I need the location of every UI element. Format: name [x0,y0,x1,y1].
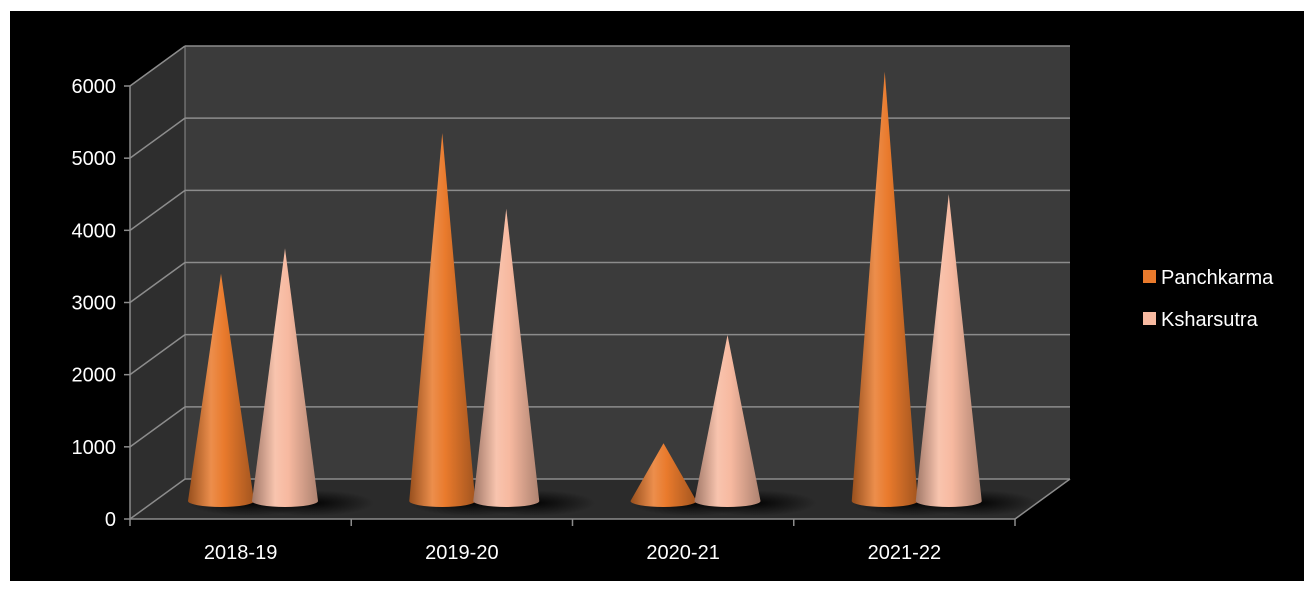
cone-panchkarma-2020-21 [630,443,697,508]
cone-ksharsutra-2019-20 [473,208,540,508]
gridline-side [129,334,186,376]
cone-panchkarma-2019-20 [409,132,476,508]
legend-label: Ksharsutra [1161,309,1259,331]
gridlines [129,45,1070,520]
y-tick-label: 1000 [72,437,117,459]
x-axis: 2018-19 2019-20 2020-21 2021-22 [129,518,1016,564]
y-tick-label: 5000 [72,148,117,170]
cone-ksharsutra-2021-22 [915,194,982,508]
gridline-side [129,189,186,231]
cone-panchkarma-2021-22 [851,71,918,508]
chart-frame: 0 1000 2000 3000 4000 5000 6000 2018-19 2019-20… [10,11,1304,581]
x-tick-label: 2021-22 [868,542,941,564]
legend-swatch [1143,270,1156,283]
legend-swatch [1143,312,1156,325]
gridline-side [129,478,186,520]
cone-chart: 0 1000 2000 3000 4000 5000 6000 2018-19 2019-20… [72,45,1274,564]
y-tick-label: 2000 [72,365,117,387]
x-tick-label: 2019-20 [425,542,498,564]
legend: Panchkarma Ksharsutra [1143,267,1274,331]
y-tick-label: 4000 [72,220,117,242]
y-tick-label: 0 [105,509,116,531]
y-tick-label: 3000 [72,293,117,315]
floor-edge-right [1014,478,1071,520]
gridline-side [129,117,186,159]
gridline-side [129,406,186,448]
cone-ksharsutra-2020-21 [694,335,761,508]
x-tick-label: 2020-21 [646,542,719,564]
x-tick-label: 2018-19 [204,542,277,564]
gridline-side [129,261,186,304]
legend-label: Panchkarma [1161,267,1274,289]
gridline-side [129,45,186,87]
y-axis: 0 1000 2000 3000 4000 5000 6000 [72,46,1071,531]
cone-panchkarma-2018-19 [188,273,254,507]
y-tick-label: 6000 [72,76,117,98]
data-cones [188,71,982,508]
cone-ksharsutra-2018-19 [252,248,318,507]
